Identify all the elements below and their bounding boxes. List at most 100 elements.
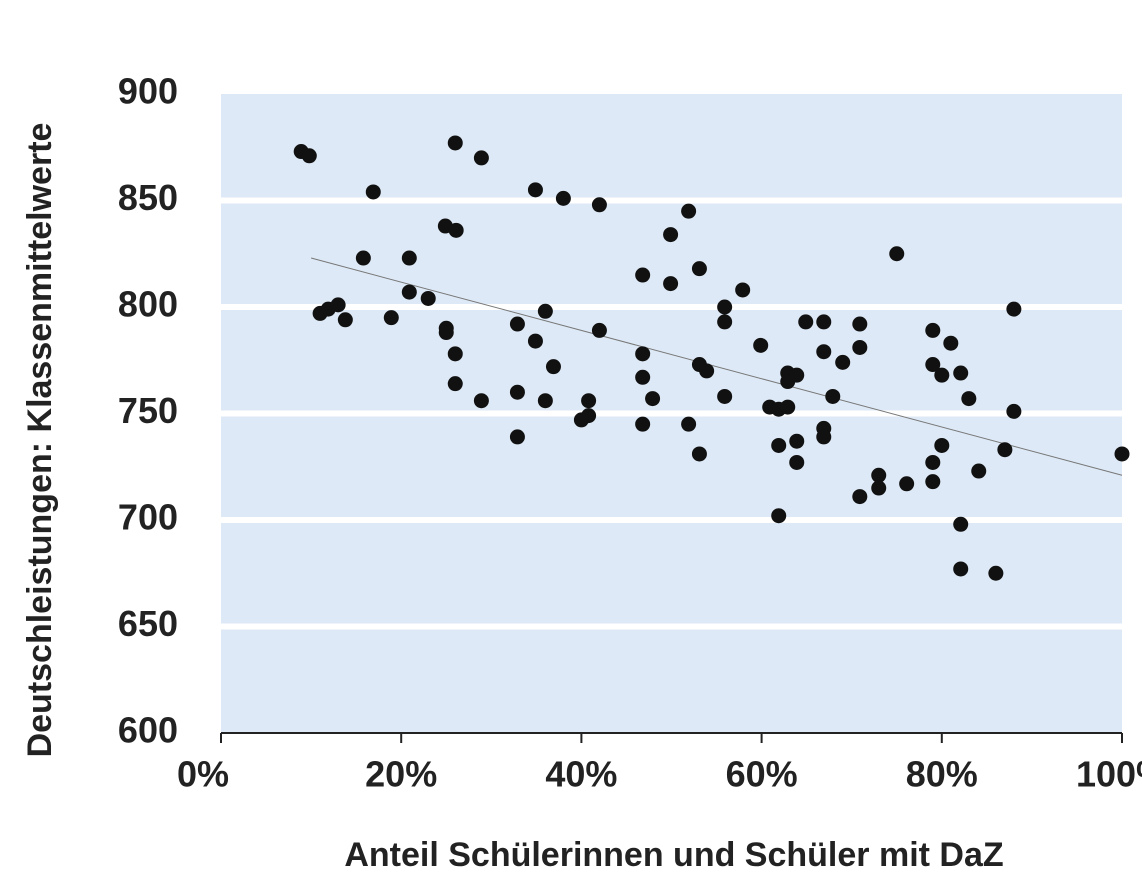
point	[825, 388, 841, 404]
point	[1006, 301, 1022, 317]
point	[691, 446, 707, 462]
point	[735, 282, 751, 298]
y-axis-title: Deutschleistungen: Klassenmittelwerte	[21, 123, 59, 758]
point	[934, 367, 950, 383]
point	[438, 325, 454, 341]
trendline	[310, 257, 1123, 476]
x-tick-label: 100%	[1076, 754, 1142, 795]
point	[691, 261, 707, 277]
point	[1114, 446, 1130, 462]
point	[509, 429, 525, 445]
point	[581, 408, 597, 424]
point	[871, 467, 887, 483]
point	[852, 339, 868, 355]
y-tick-label: 750	[118, 390, 178, 431]
point	[581, 393, 597, 409]
x-tick-label: 40%	[545, 754, 617, 795]
point	[934, 437, 950, 453]
point	[953, 516, 969, 532]
point	[925, 322, 941, 338]
point	[365, 184, 381, 200]
point	[997, 442, 1013, 458]
point	[717, 314, 733, 330]
point	[330, 297, 346, 313]
point	[509, 384, 525, 400]
y-tick-label: 850	[118, 177, 178, 218]
point	[545, 359, 561, 375]
point	[301, 148, 317, 164]
point	[717, 388, 733, 404]
y-tick-label: 650	[118, 603, 178, 644]
point	[635, 416, 651, 432]
point	[925, 474, 941, 490]
point	[753, 337, 769, 353]
point	[1006, 403, 1022, 419]
point	[355, 250, 371, 266]
point	[780, 399, 796, 415]
point	[635, 346, 651, 362]
point	[771, 508, 787, 524]
point	[447, 346, 463, 362]
point	[717, 299, 733, 315]
point	[699, 363, 715, 379]
x-tick-label: 60%	[726, 754, 798, 795]
point	[663, 227, 679, 243]
point	[899, 476, 915, 492]
point	[337, 312, 353, 328]
point	[871, 480, 887, 496]
point	[401, 250, 417, 266]
point	[925, 454, 941, 470]
point	[988, 565, 1004, 581]
point	[953, 365, 969, 381]
point	[447, 135, 463, 151]
y-tick-label: 900	[118, 71, 178, 112]
point	[420, 290, 436, 306]
point	[383, 310, 399, 326]
point	[771, 437, 787, 453]
point	[527, 182, 543, 198]
point	[591, 197, 607, 213]
point	[537, 393, 553, 409]
point	[635, 267, 651, 283]
point	[448, 222, 464, 238]
point	[635, 369, 651, 385]
point	[889, 246, 905, 262]
point	[852, 489, 868, 505]
x-tick-label: 20%	[365, 754, 437, 795]
point	[798, 314, 814, 330]
point	[953, 561, 969, 577]
point	[447, 376, 463, 392]
point	[971, 463, 987, 479]
point	[537, 303, 553, 319]
y-tick-label: 600	[118, 710, 178, 751]
point	[663, 276, 679, 292]
point	[789, 367, 805, 383]
point	[591, 322, 607, 338]
point	[816, 344, 832, 360]
x-axis-title: Anteil Schülerinnen und Schüler mit DaZ	[344, 836, 1003, 874]
point	[961, 391, 977, 407]
point	[835, 354, 851, 370]
point	[473, 393, 489, 409]
point	[816, 429, 832, 445]
point	[816, 314, 832, 330]
point	[527, 333, 543, 349]
point	[555, 190, 571, 206]
x-tick-label: 80%	[906, 754, 978, 795]
point	[852, 316, 868, 332]
point	[473, 150, 489, 166]
point	[789, 454, 805, 470]
point	[943, 335, 959, 351]
point	[681, 203, 697, 219]
point	[645, 391, 661, 407]
point	[681, 416, 697, 432]
point	[509, 316, 525, 332]
point	[789, 433, 805, 449]
y-tick-label: 700	[118, 497, 178, 538]
point	[401, 284, 417, 300]
x-tick-label: 0%	[177, 754, 229, 795]
point	[925, 357, 941, 373]
y-tick-label: 800	[118, 284, 178, 325]
